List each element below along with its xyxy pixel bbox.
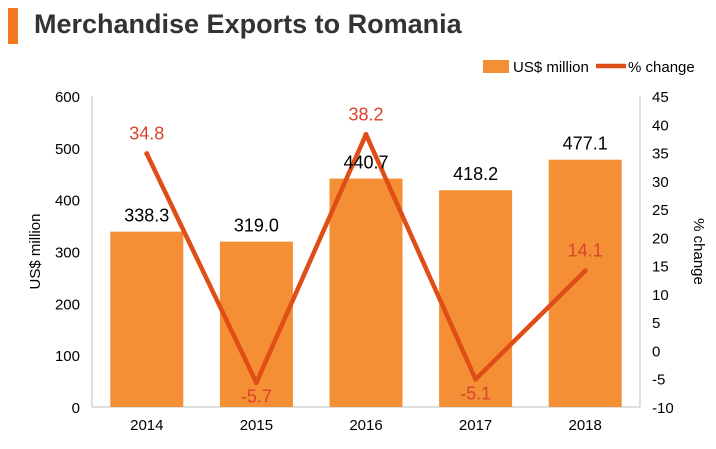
bar-value-label: 440.7 [343,153,388,173]
y2-tick-label: 10 [652,287,669,304]
pct-change-point-2015 [253,380,259,386]
y2-tick-label: 0 [652,343,660,360]
y2-tick-label: -5 [652,372,665,389]
y-tick-label: 0 [72,400,80,417]
x-tick-label: 2017 [459,417,492,434]
bar-2014 [110,231,184,407]
legend-swatch-bar [483,60,509,73]
pct-change-label: 34.8 [129,124,164,144]
x-tick-label: 2018 [569,417,602,434]
pct-change-point-2014 [144,151,150,157]
pct-change-point-2016 [363,131,369,137]
y2-tick-label: 20 [652,230,669,247]
legend-label-line: % change [628,59,695,76]
y2-tick-label: 45 [652,89,669,106]
legend-label-bar: US$ million [513,59,589,76]
y-tick-label: 500 [55,141,80,158]
y2-tick-label: -10 [652,400,674,417]
x-tick-label: 2016 [349,417,382,434]
y-tick-label: 200 [55,296,80,313]
pct-change-label: 14.1 [568,241,603,261]
pct-change-label: 38.2 [348,104,383,124]
y2-tick-label: 30 [652,174,669,191]
pct-change-point-2018 [582,268,588,274]
chart-title: Merchandise Exports to Romania [34,9,462,39]
y-tick-label: 400 [55,193,80,210]
y2-tick-label: 5 [652,315,660,332]
y-tick-label: 300 [55,245,80,262]
y2-tick-label: 25 [652,202,669,219]
x-tick-label: 2015 [240,417,273,434]
pct-change-label: -5.7 [241,387,272,407]
bar-value-label: 477.1 [563,134,608,154]
bar-2018 [548,159,622,407]
bar-value-label: 319.0 [234,216,279,236]
y2-axis-title: % change [690,218,707,285]
y-axis-title: US$ million [27,214,44,290]
x-tick-label: 2014 [130,417,163,434]
bar-value-label: 338.3 [124,206,169,226]
bar-value-label: 418.2 [453,164,498,184]
y2-tick-label: 15 [652,259,669,276]
pct-change-label: -5.1 [460,383,491,403]
y2-tick-label: 35 [652,146,669,163]
pct-change-point-2017 [473,376,479,382]
y2-tick-label: 40 [652,117,669,134]
y-tick-label: 600 [55,89,80,106]
bar-2016 [329,178,403,407]
title-accent-bar [8,8,18,44]
y-tick-label: 100 [55,348,80,365]
bar-2017 [439,190,513,407]
